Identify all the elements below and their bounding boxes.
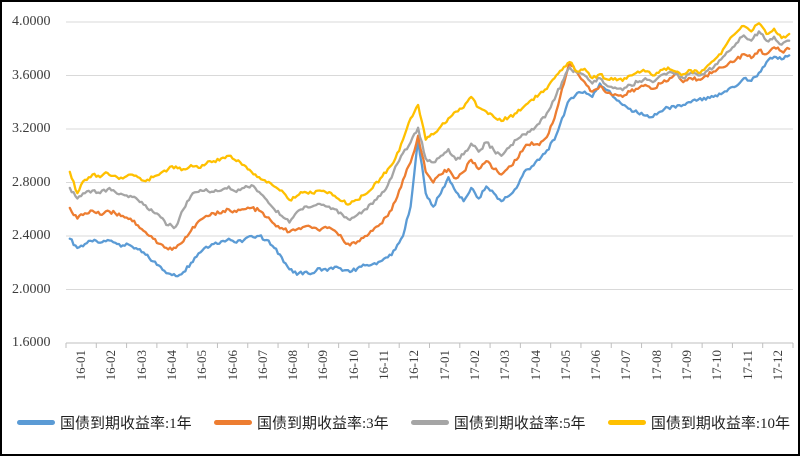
x-tick-label: 17-07 [618, 350, 634, 381]
y-tick-label: 1.6000 [12, 335, 51, 350]
legend-line-swatch-3y [213, 420, 252, 425]
legend-item-1y: 国债到期收益率:1年 [17, 412, 192, 433]
y-tick-label: 4.0000 [12, 14, 51, 29]
x-tick-label: 17-10 [709, 350, 725, 381]
x-tick-label: 16-06 [224, 350, 240, 381]
legend-line-swatch-5y [410, 420, 449, 425]
series-line-5y [68, 30, 791, 230]
legend-label: 国债到期收益率:10年 [650, 416, 790, 432]
x-tick-label: 16-01 [73, 350, 89, 381]
legend-line-swatch-1y [17, 420, 55, 425]
x-tick-label: 17-04 [527, 350, 543, 381]
x-tick-label: 17-12 [769, 350, 785, 381]
y-tick-label: 2.4000 [12, 228, 51, 243]
x-tick-label: 17-09 [678, 350, 694, 381]
x-tick-label: 16-07 [254, 350, 270, 381]
legend-item-10y: 国债到期收益率:10年 [607, 412, 790, 433]
x-tick-label: 17-05 [557, 350, 573, 381]
x-tick-label: 16-05 [194, 350, 210, 381]
legend-item-5y: 国债到期收益率:5年 [410, 412, 586, 433]
x-tick-label: 16-02 [103, 350, 119, 381]
y-tick-label: 2.8000 [12, 174, 51, 190]
legend-label: 国债到期收益率:1年 [60, 416, 192, 432]
x-tick-label: 17-01 [436, 350, 452, 381]
series-line-1y [68, 54, 791, 278]
y-tick-label: 3.6000 [12, 67, 51, 83]
legend: 国债到期收益率:1年 国债到期收益率:3年 国债到期收益率:5年 国债到期收益率:10… [2, 412, 798, 433]
legend-item-3y: 国债到期收益率:3年 [213, 412, 389, 433]
y-tick-label: 2.0000 [12, 281, 51, 297]
x-tick-label: 17-11 [739, 350, 755, 380]
x-tick-label: 16-03 [133, 350, 149, 381]
legend-label: 国债到期收益率:5年 [453, 416, 586, 432]
series-line-10y [68, 22, 791, 206]
x-tick-label: 16-10 [345, 350, 361, 381]
y-tick-label: 3.2000 [12, 121, 51, 136]
x-tick-label: 16-09 [315, 350, 331, 381]
x-tick-label: 16-11 [376, 350, 392, 380]
x-tick-label: 17-08 [648, 350, 664, 381]
legend-label: 国债到期收益率:3年 [256, 416, 389, 432]
x-tick-label: 17-02 [466, 350, 482, 381]
x-tick-label: 16-04 [164, 350, 180, 381]
x-tick-label: 16-08 [285, 350, 301, 381]
x-tick-label: 17-06 [588, 350, 604, 381]
series-line-3y [68, 46, 791, 251]
x-tick-label: 16-12 [406, 350, 422, 381]
legend-line-swatch-10y [607, 420, 646, 425]
x-tick-label: 17-03 [497, 350, 513, 381]
